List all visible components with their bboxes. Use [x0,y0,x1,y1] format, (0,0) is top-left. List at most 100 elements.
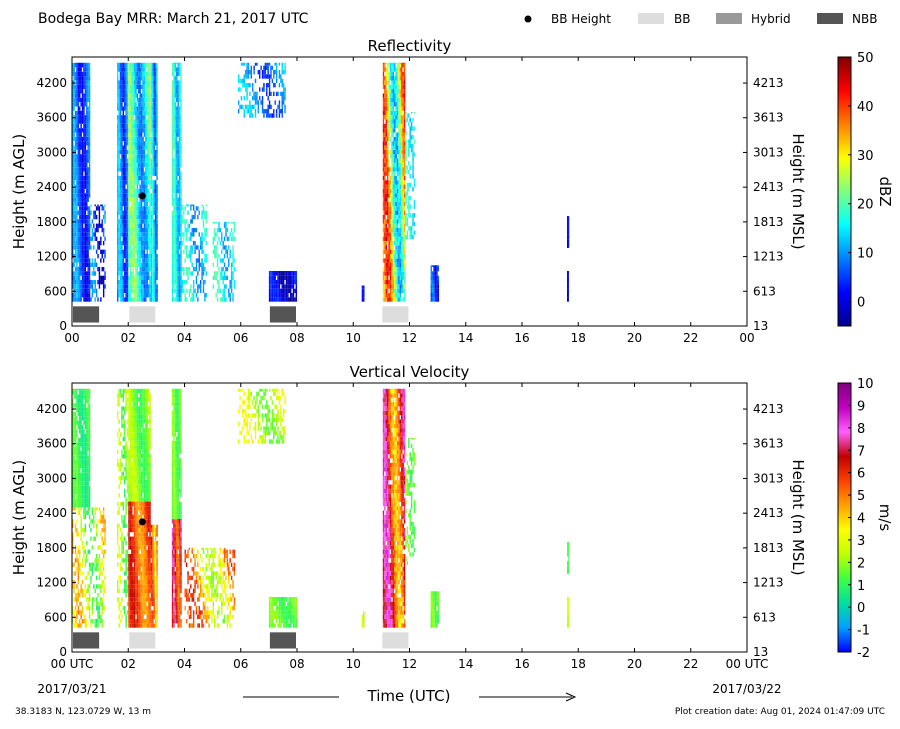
precip-cell [75,464,76,468]
precip-cell [135,189,136,193]
precip-cell [393,159,394,163]
precip-cell [246,87,247,91]
precip-cell [137,211,138,215]
precip-cell [152,271,153,275]
precip-cell [87,477,88,481]
precip-cell [414,231,415,235]
precip-cell [147,211,148,215]
precip-cell [82,154,83,158]
precip-cell [398,185,399,189]
precip-cell [176,80,177,84]
precip-cell [386,250,387,254]
precip-cell [255,79,256,83]
precip-cell [412,218,413,222]
precip-cell [173,224,174,228]
precip-cell [393,167,394,171]
precip-cell [245,70,246,74]
precip-cell [131,241,132,245]
precip-cell [87,481,88,485]
precip-cell [78,576,79,580]
precip-cell [76,271,77,275]
precip-cell [397,284,398,288]
precip-cell [142,80,143,84]
precip-cell [132,224,133,228]
precip-cell [132,93,133,97]
precip-cell [400,228,401,232]
precip-cell [397,228,398,232]
precip-cell [102,228,103,232]
precip-cell [182,219,183,223]
precip-cell [286,271,287,272]
precip-cell [79,550,80,554]
precip-cell [79,451,80,455]
precip-segment [269,271,297,302]
precip-cell [137,267,138,271]
precip-cell [272,66,273,70]
precip-cell [177,202,178,206]
precip-cell [128,80,129,84]
precip-cell [134,146,135,150]
precip-cell [177,276,178,280]
precip-cell [155,163,156,167]
precip-cell [76,481,77,485]
precip-cell [172,176,173,180]
precip-cell [78,150,79,154]
precip-cell [132,128,133,132]
precip-cell [433,267,434,271]
precip-cell [279,271,280,272]
precip-cell [296,284,297,288]
precip-cell [80,451,81,455]
precip-cell [400,211,401,215]
precip-cell [118,206,119,210]
precip-cell [86,76,87,80]
precip-cell [89,442,90,446]
precip-cell [412,174,413,178]
precip-cell [118,89,119,93]
precip-cell [124,98,125,102]
precip-cell [78,258,79,262]
x-tick-label: 00 [64,331,79,345]
precip-cell [140,232,141,236]
precip-cell [75,250,76,254]
precip-cell [89,289,90,293]
precip-cell [132,263,133,267]
precip-cell [386,137,387,141]
precip-cell [386,167,387,171]
precip-cell [131,280,132,284]
precip-cell [179,202,180,206]
precip-cell [194,241,195,245]
precip-cell [176,128,177,132]
precip-cell [154,159,155,163]
precip-cell [401,115,402,119]
precip-cell [438,293,439,297]
precip-cell [87,85,88,89]
precip-cell [280,271,281,272]
precip-cell [76,211,77,215]
precip-cell [120,80,121,84]
precip-cell [89,206,90,210]
precip-cell [411,226,412,230]
precip-cell [390,254,391,258]
precip-cell [273,297,274,301]
precip-cell [123,297,124,301]
precip-cell [83,271,84,275]
precip-cell [82,241,83,245]
precip-cell [152,193,153,197]
precip-cell [245,74,246,78]
precip-cell [206,211,207,215]
precip-cell [387,232,388,236]
precip-cell [172,267,173,271]
precip-cell [395,241,396,245]
precip-cell [80,167,81,171]
precip-cell [145,224,146,228]
precip-cell [149,85,150,89]
precip-cell [87,245,88,249]
precip-cell [394,146,395,150]
precip-cell [400,167,401,171]
precip-cell [173,85,174,89]
precip-cell [383,276,384,280]
precip-cell [130,297,131,301]
precip-cell [404,167,405,171]
precip-cell [217,228,218,232]
precip-cell [203,237,204,241]
